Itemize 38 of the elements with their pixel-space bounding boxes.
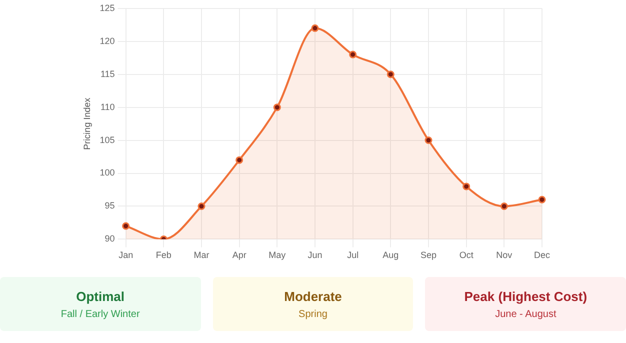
y-tick-label: 110 bbox=[100, 102, 115, 112]
x-tick-label: Sep bbox=[420, 250, 437, 260]
point bbox=[538, 196, 546, 204]
point bbox=[311, 24, 319, 32]
x-tick-label: May bbox=[268, 250, 286, 260]
text: Optimal bbox=[76, 288, 125, 304]
y-tick-label: 90 bbox=[104, 234, 115, 244]
x-tick-label: Nov bbox=[496, 250, 513, 260]
x-tick-label: Feb bbox=[156, 250, 172, 260]
text: Fall / Early Winter bbox=[60, 308, 140, 320]
text: Peak (Highest Cost) bbox=[464, 288, 588, 304]
x-tick-label: Aug bbox=[382, 250, 399, 260]
point bbox=[386, 70, 394, 78]
point bbox=[500, 202, 508, 210]
point bbox=[273, 104, 281, 112]
y-tick-label: 115 bbox=[100, 68, 115, 79]
y-axis-title: Pricing Index bbox=[82, 97, 92, 150]
y-tick-label: 100 bbox=[100, 168, 115, 178]
point bbox=[349, 50, 357, 58]
y-tick-label: 125 bbox=[100, 2, 115, 13]
point bbox=[462, 182, 470, 190]
text: Spring bbox=[298, 308, 328, 320]
y-tick-label: 120 bbox=[100, 36, 115, 46]
text: June - August bbox=[495, 308, 556, 320]
x-tick-label: Apr bbox=[232, 250, 246, 260]
point bbox=[424, 136, 432, 144]
x-tick-label: Dec bbox=[534, 250, 550, 260]
y-tick-label: 95 bbox=[104, 200, 115, 211]
point bbox=[236, 156, 244, 164]
text: Moderate bbox=[284, 288, 342, 304]
point bbox=[122, 222, 130, 230]
point bbox=[198, 202, 206, 210]
x-tick-label: Jul bbox=[347, 250, 359, 260]
x-tick-label: Jan bbox=[118, 250, 134, 260]
x-tick-label: Oct bbox=[459, 250, 474, 260]
y-tick-label: 105 bbox=[100, 134, 115, 145]
x-tick-label: Jun bbox=[308, 250, 322, 260]
x-tick-label: Mar bbox=[194, 250, 210, 260]
